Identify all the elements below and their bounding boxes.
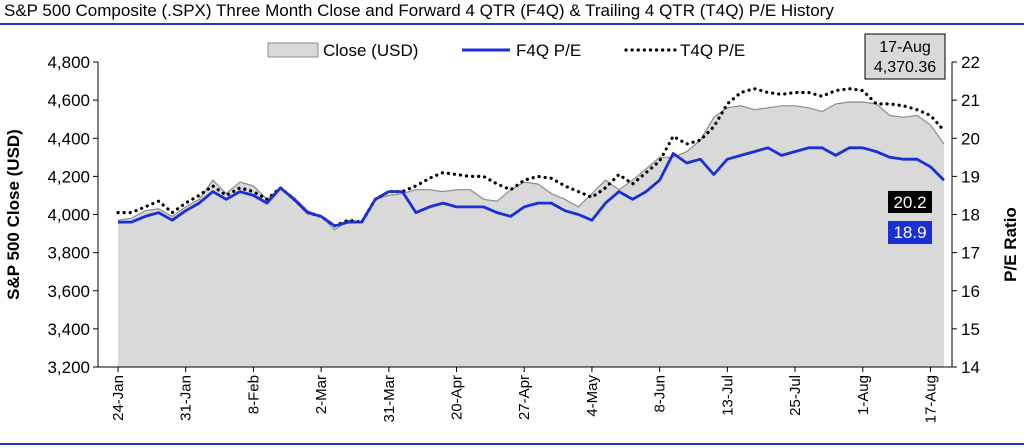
close-area [118, 102, 944, 367]
left-tick-label: 4,000 [47, 206, 90, 225]
legend-t4q-label: T4Q P/E [680, 41, 745, 60]
legend-close-swatch [267, 42, 319, 58]
t4q-last-value: 20.2 [893, 193, 926, 212]
last-close-label: 4,370.36 [874, 59, 936, 76]
right-tick-label: 14 [961, 358, 980, 377]
close-line [117, 101, 945, 231]
right-tick-label: 22 [961, 53, 980, 72]
y2-axis-title: P/E Ratio [1001, 207, 1020, 282]
last-close-box [864, 33, 946, 80]
title-rule [0, 23, 1024, 25]
f4q-line [118, 146, 945, 228]
f4q-last-value: 18.9 [893, 223, 926, 242]
chart-title: S&P 500 Composite (.SPX) Three Month Clo… [4, 1, 834, 20]
x-tick-label: 8-Feb [245, 375, 262, 414]
t4q-last-badge [888, 191, 932, 213]
x-tick-label: 20-Apr [449, 375, 466, 420]
x-tick-label: 27-Apr [516, 375, 533, 420]
right-tick-label: 20 [961, 129, 980, 148]
footer-rule [0, 443, 1024, 445]
plot-area [116, 87, 946, 367]
legend-f4q-label: F4Q P/E [516, 41, 581, 60]
left-tick-label: 3,400 [47, 320, 90, 339]
x-tick-label: 13-Jul [719, 375, 736, 416]
left-tick-label: 3,200 [47, 358, 90, 377]
right-tick-label: 18 [961, 206, 980, 225]
legend: Close (USD) F4Q P/E T4Q P/E [267, 41, 745, 60]
t4q-line [116, 87, 946, 228]
x-tick-label: 25-Jul [787, 375, 804, 416]
x-tick-label: 4-May [584, 375, 601, 417]
right-tick-label: 15 [961, 320, 980, 339]
left-tick-label: 3,800 [47, 244, 90, 263]
f4q-last-badge [888, 221, 932, 244]
left-tick-label: 4,200 [47, 167, 90, 186]
x-tick-label: 31-Mar [381, 375, 398, 423]
right-tick-label: 19 [961, 167, 980, 186]
y-axis-title: S&P 500 Close (USD) [4, 129, 23, 300]
right-tick-label: 21 [961, 91, 980, 110]
right-tick-label: 16 [961, 282, 980, 301]
left-tick-label: 3,600 [47, 282, 90, 301]
last-date-label: 17-Aug [879, 39, 931, 56]
left-tick-label: 4,600 [47, 91, 90, 110]
x-tick-label: 2-Mar [313, 375, 330, 414]
annotations: 17-Aug 4,370.36 20.2 18.9 [864, 33, 946, 244]
left-tick-label: 4,800 [47, 53, 90, 72]
x-tick-label: 8-Jun [652, 375, 669, 413]
x-tick-label: 17-Aug [922, 375, 939, 423]
x-tick-label: 24-Jan [110, 375, 127, 421]
right-tick-label: 17 [961, 244, 980, 263]
axes: 3,200 3,400 3,600 3,800 4,000 4,200 4,400 4,600… [4, 53, 1020, 423]
legend-close-label: Close (USD) [323, 41, 418, 60]
x-tick-label: 31-Jan [178, 375, 195, 421]
x-tick-label: 1-Aug [855, 375, 872, 415]
left-tick-label: 4,400 [47, 129, 90, 148]
